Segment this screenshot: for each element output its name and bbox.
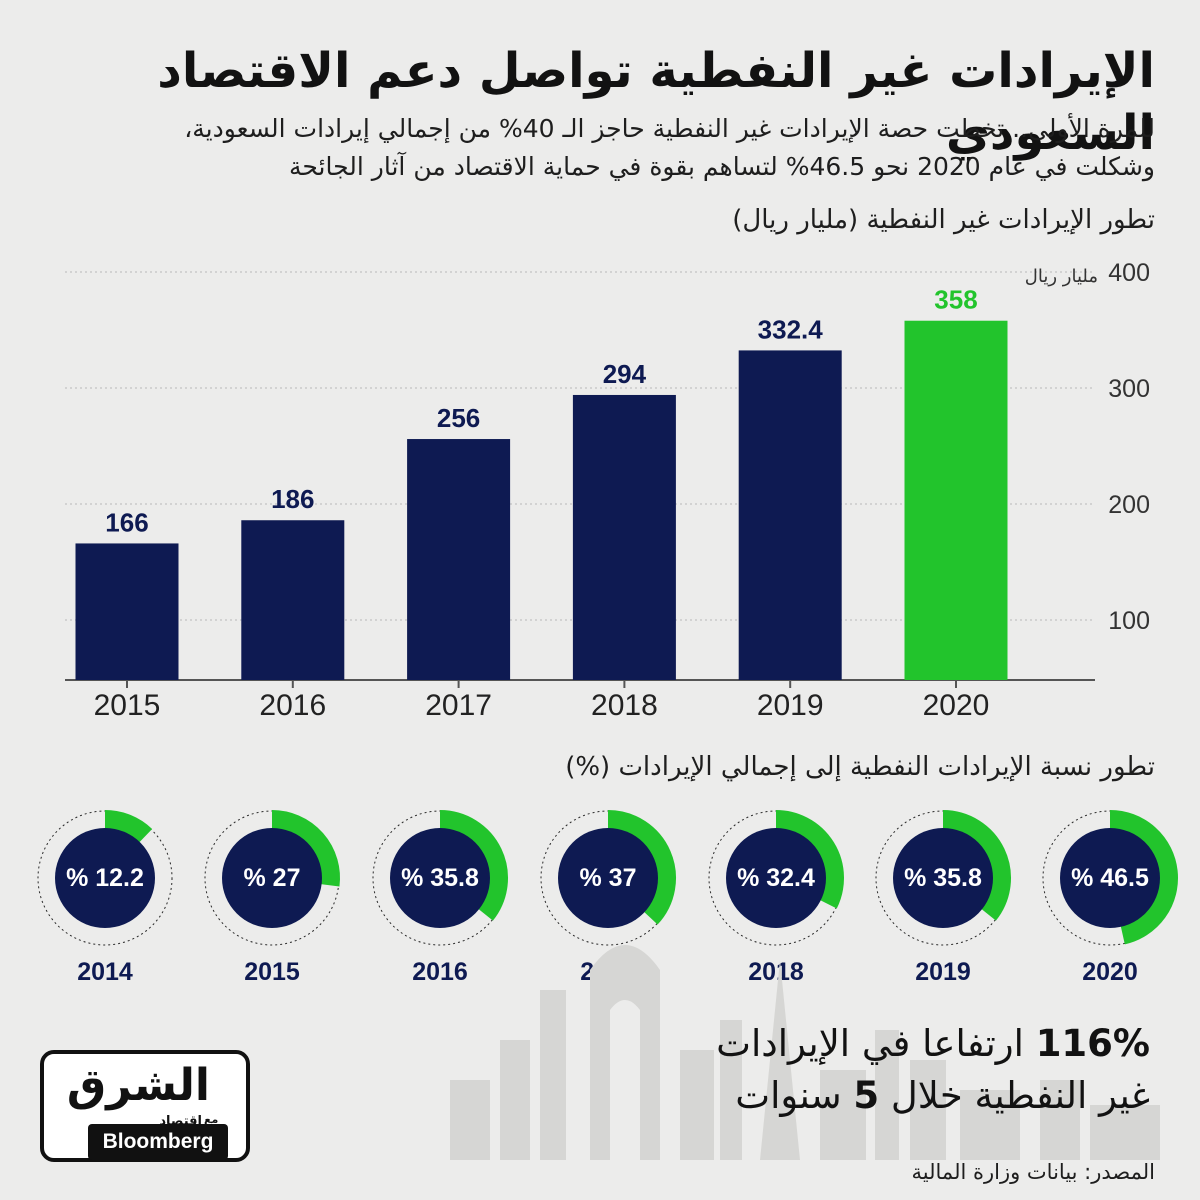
bar xyxy=(241,520,345,680)
donut-value-label: % 35.8 xyxy=(401,864,479,892)
donut-value-label: % 27 xyxy=(243,864,301,892)
donut-value-label: % 35.8 xyxy=(904,864,982,892)
logo-bloomberg: Bloomberg xyxy=(88,1124,228,1160)
donut-item: % 35.8 2016 xyxy=(370,808,510,988)
x-tick-label: 2017 xyxy=(425,689,492,722)
donut-slice xyxy=(271,810,340,887)
donut-value-label: % 37 xyxy=(579,864,637,892)
donut-year-label: 2020 xyxy=(1082,958,1138,986)
donut-item: % 27 2015 xyxy=(202,808,342,988)
y-tick-label: 400 xyxy=(1108,259,1150,287)
logo-with: مع xyxy=(204,1113,219,1126)
donut-slice xyxy=(775,810,844,909)
y-tick-label: 200 xyxy=(1108,491,1150,519)
logo-brand-text: الشرق xyxy=(66,1060,210,1111)
donut-slice xyxy=(607,810,676,925)
source-note: المصدر: بيانات وزارة المالية xyxy=(911,1160,1155,1184)
bar xyxy=(407,439,511,680)
data-label: 256 xyxy=(437,403,480,433)
donut-center xyxy=(893,828,993,928)
donut-year-label: 2014 xyxy=(77,958,133,986)
donut-svg xyxy=(875,810,1011,946)
bar xyxy=(904,320,1008,680)
bar xyxy=(738,350,842,680)
x-tick-label: 2019 xyxy=(757,689,824,722)
donut-slice xyxy=(1109,810,1178,945)
highlight-line2-end: سنوات xyxy=(735,1074,842,1117)
bar-chart-title: تطور الإيرادات غير النفطية (مليار ريال) xyxy=(732,205,1155,235)
y-tick-label: 100 xyxy=(1108,607,1150,635)
x-tick-label: 2020 xyxy=(923,689,990,722)
donut-svg xyxy=(372,810,508,946)
highlight-line1: ارتفاعا في الإيرادات xyxy=(716,1022,1024,1065)
donut-slice xyxy=(104,810,153,844)
donut-value-label: % 12.2 xyxy=(66,864,144,892)
donut-year-label: 2016 xyxy=(412,958,468,986)
donut-slice xyxy=(942,810,1011,921)
donut-item: % 35.8 2019 xyxy=(873,808,1013,988)
donut-item: % 12.2 2014 xyxy=(35,808,175,988)
donut-year-label: 2019 xyxy=(915,958,971,986)
bar xyxy=(572,394,676,680)
bar-chart: 100 200 300 400 مليار ريال 166 2015 186 2016 256 2… xyxy=(65,259,1150,722)
donut-svg xyxy=(540,810,676,946)
donut-slice xyxy=(439,810,508,921)
data-label: 186 xyxy=(271,484,314,514)
highlight-stat: 116% ارتفاعا في الإيرادات غير النفطية خل… xyxy=(590,1018,1150,1122)
data-label: 166 xyxy=(105,507,148,537)
data-label: 294 xyxy=(603,359,647,389)
donut-item: % 372017 xyxy=(538,808,678,988)
donut-year-label: 2018 xyxy=(748,958,804,986)
data-label: 358 xyxy=(934,285,977,315)
subtitle-line-2: وشكلت في عام 2020 نحو 46.5% لتساهم بقوة … xyxy=(289,152,1155,181)
highlight-years-number: 5 xyxy=(853,1074,880,1117)
donut-value-label: % 46.5 xyxy=(1071,864,1149,892)
y-tick-label: 300 xyxy=(1108,375,1150,403)
donut-svg xyxy=(204,810,340,946)
donut-item: % 32.4 2018 xyxy=(706,808,846,988)
donut-center xyxy=(1060,828,1160,928)
y-unit-label: مليار ريال xyxy=(1025,266,1098,287)
donut-svg xyxy=(37,810,173,946)
donut-center xyxy=(726,828,826,928)
donut-value-label: % 32.4 xyxy=(737,864,815,892)
donut-center xyxy=(558,828,658,928)
page-subtitle: للمرة الأولى.. تخطت حصة الإيرادات غير ال… xyxy=(45,110,1155,186)
brand-logo: الشرق اقتصاد مع Bloomberg xyxy=(40,1050,250,1162)
skyline-illustration xyxy=(450,945,1160,1160)
x-tick-label: 2018 xyxy=(591,689,658,722)
bar xyxy=(75,543,179,680)
donut-center xyxy=(390,828,490,928)
highlight-percent: 116% xyxy=(1035,1022,1150,1065)
highlight-line2-start: غير النفطية خلال xyxy=(890,1074,1150,1117)
x-tick-label: 2016 xyxy=(259,689,326,722)
page-title: الإيرادات غير النفطية تواصل دعم الاقتصاد… xyxy=(157,43,1155,161)
donut-center xyxy=(55,828,155,928)
donut-chart-title: تطور نسبة الإيرادات النفطية إلى إجمالي ا… xyxy=(565,752,1155,782)
x-tick-label: 2015 xyxy=(94,689,161,722)
donut-svg xyxy=(708,810,844,946)
subtitle-line-1: للمرة الأولى.. تخطت حصة الإيرادات غير ال… xyxy=(184,114,1155,143)
donut-svg xyxy=(1042,810,1178,946)
donut-center xyxy=(222,828,322,928)
donut-year-label: 2015 xyxy=(244,958,300,986)
donut-item: % 46.5 2020 xyxy=(1040,808,1180,988)
data-label: 332.4 xyxy=(758,314,824,344)
